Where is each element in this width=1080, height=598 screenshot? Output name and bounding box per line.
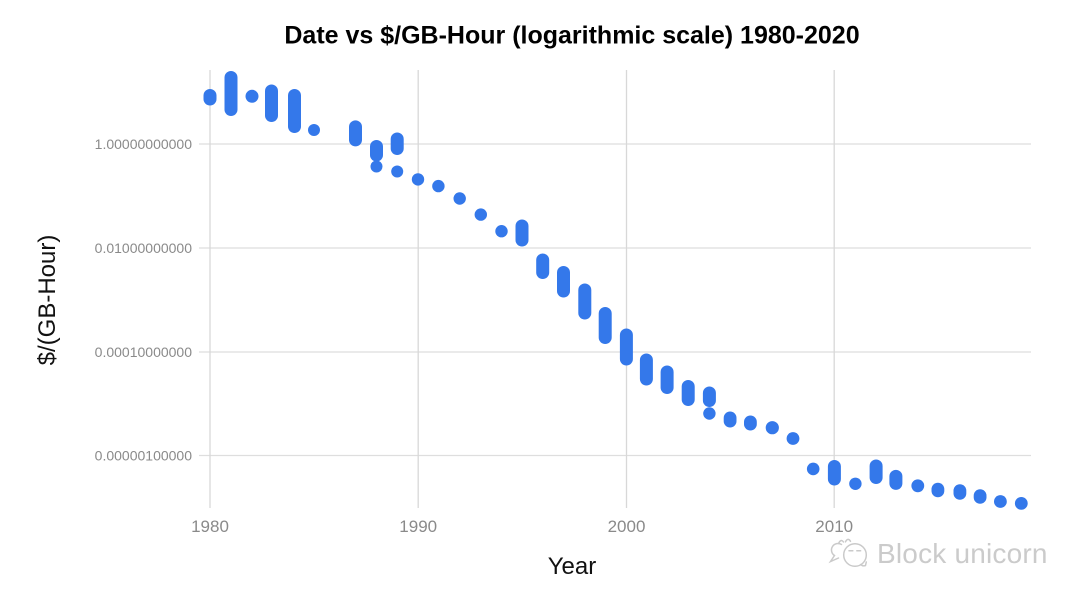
- svg-text:1990: 1990: [399, 517, 437, 536]
- svg-text:Block unicorn: Block unicorn: [877, 538, 1048, 569]
- svg-text:0.01000000000: 0.01000000000: [95, 240, 193, 256]
- svg-text:0.00010000000: 0.00010000000: [95, 344, 193, 360]
- svg-text:0.00000100000: 0.00000100000: [95, 448, 193, 464]
- svg-text:1.00000000000: 1.00000000000: [95, 136, 193, 152]
- svg-text:2010: 2010: [815, 517, 853, 536]
- svg-text:$/(GB-Hour): $/(GB-Hour): [34, 235, 61, 366]
- svg-text:Year: Year: [548, 553, 597, 580]
- svg-text:2000: 2000: [608, 517, 646, 536]
- svg-text:Date vs $/GB-Hour (logarithmic: Date vs $/GB-Hour (logarithmic scale) 19…: [284, 22, 859, 50]
- svg-text:1980: 1980: [191, 517, 229, 536]
